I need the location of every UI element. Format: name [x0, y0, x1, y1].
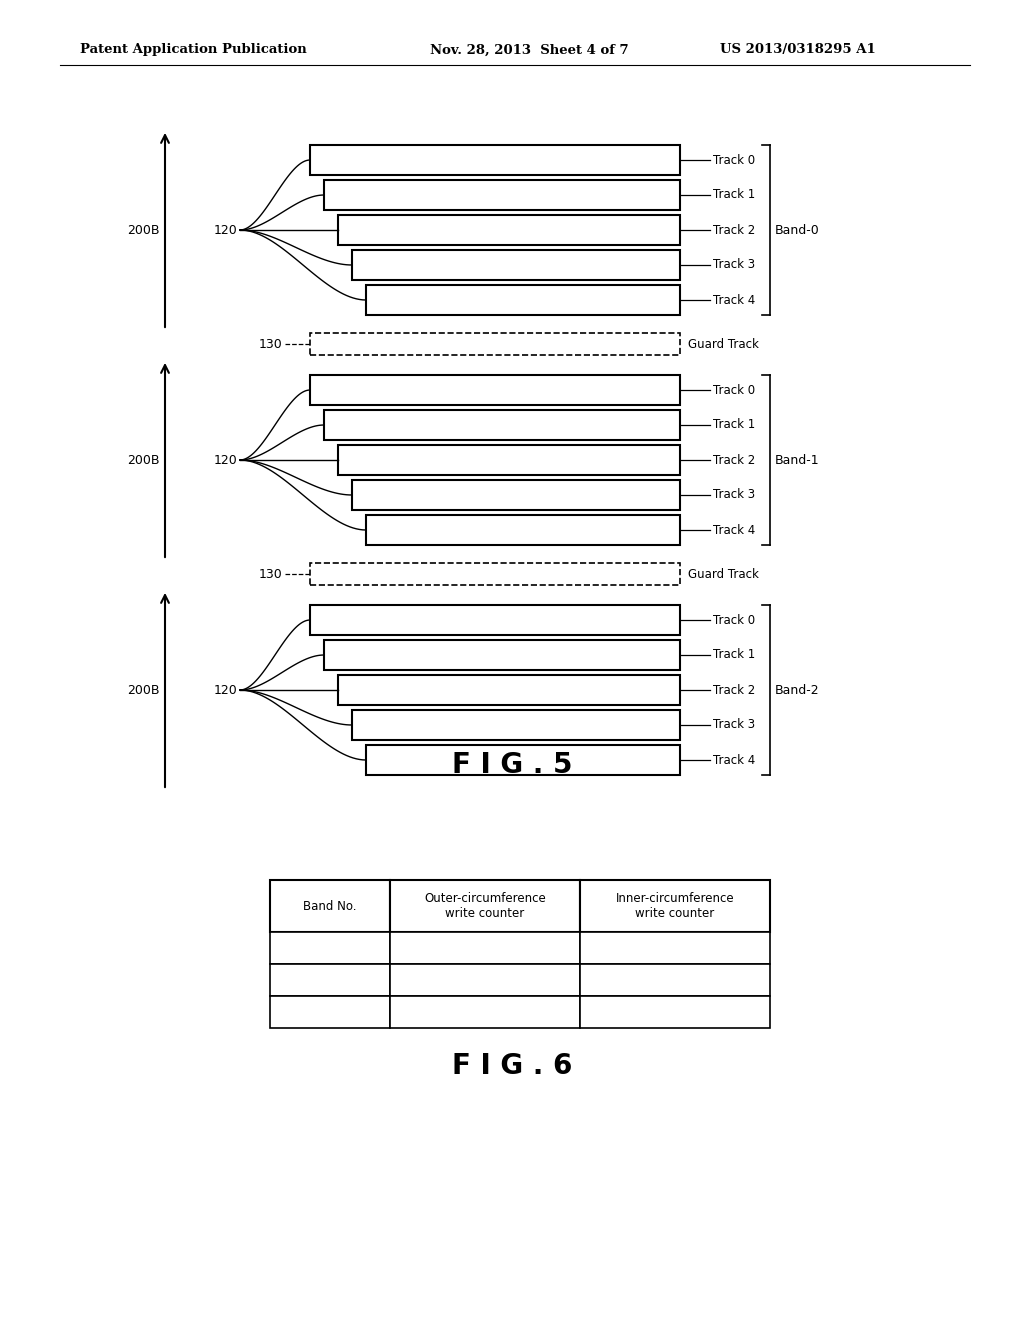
Text: Patent Application Publication: Patent Application Publication	[80, 44, 307, 57]
Text: 120: 120	[213, 454, 237, 466]
Text: Track 0: Track 0	[713, 384, 755, 396]
Text: Track 2: Track 2	[713, 684, 756, 697]
Text: Nov. 28, 2013  Sheet 4 of 7: Nov. 28, 2013 Sheet 4 of 7	[430, 44, 629, 57]
Bar	[580, 880, 770, 932]
Bar	[310, 564, 680, 585]
Bar	[580, 932, 770, 964]
Text: Track 4: Track 4	[713, 293, 756, 306]
Text: 130: 130	[258, 568, 282, 581]
Bar	[270, 964, 390, 997]
Bar	[270, 880, 390, 932]
Text: Track 2: Track 2	[713, 454, 756, 466]
Bar	[366, 744, 680, 775]
Text: Track 0: Track 0	[713, 153, 755, 166]
Text: Track 2: Track 2	[713, 223, 756, 236]
Text: Track 3: Track 3	[713, 718, 755, 731]
Text: Band-0: Band-0	[775, 223, 820, 236]
Text: Track 1: Track 1	[713, 418, 756, 432]
Text: Band-1: Band-1	[775, 454, 819, 466]
Text: Guard Track: Guard Track	[688, 568, 759, 581]
Text: Track 1: Track 1	[713, 189, 756, 202]
Bar	[352, 480, 680, 510]
Bar	[580, 997, 770, 1028]
Text: 130: 130	[258, 338, 282, 351]
Bar	[390, 964, 580, 997]
Text: 200B: 200B	[128, 684, 160, 697]
Text: Guard Track: Guard Track	[688, 338, 759, 351]
Bar	[352, 249, 680, 280]
Text: Track 1: Track 1	[713, 648, 756, 661]
Bar	[580, 964, 770, 997]
Text: Inner-circumference
write counter: Inner-circumference write counter	[615, 892, 734, 920]
Bar	[324, 180, 680, 210]
Bar	[352, 710, 680, 741]
Bar	[390, 880, 580, 932]
Text: Track 4: Track 4	[713, 754, 756, 767]
Text: 200B: 200B	[128, 454, 160, 466]
Bar	[338, 675, 680, 705]
Bar	[366, 285, 680, 315]
Text: F I G . 5: F I G . 5	[452, 751, 572, 779]
Text: US 2013/0318295 A1: US 2013/0318295 A1	[720, 44, 876, 57]
Text: 120: 120	[213, 684, 237, 697]
Text: Track 3: Track 3	[713, 488, 755, 502]
Text: Band-2: Band-2	[775, 684, 819, 697]
Bar	[310, 333, 680, 355]
Bar	[390, 997, 580, 1028]
Text: Band No.: Band No.	[303, 899, 356, 912]
Bar	[310, 375, 680, 405]
Bar	[324, 640, 680, 671]
Bar	[338, 215, 680, 246]
Bar	[390, 932, 580, 964]
Text: Track 0: Track 0	[713, 614, 755, 627]
Bar	[310, 145, 680, 176]
Bar	[310, 605, 680, 635]
Text: F I G . 6: F I G . 6	[452, 1052, 572, 1080]
Bar	[270, 997, 390, 1028]
Text: Track 4: Track 4	[713, 524, 756, 536]
Bar	[324, 411, 680, 440]
Text: 200B: 200B	[128, 223, 160, 236]
Text: Track 3: Track 3	[713, 259, 755, 272]
Text: 120: 120	[213, 223, 237, 236]
Text: Outer-circumference
write counter: Outer-circumference write counter	[424, 892, 546, 920]
Bar	[270, 932, 390, 964]
Bar	[366, 515, 680, 545]
Bar	[338, 445, 680, 475]
